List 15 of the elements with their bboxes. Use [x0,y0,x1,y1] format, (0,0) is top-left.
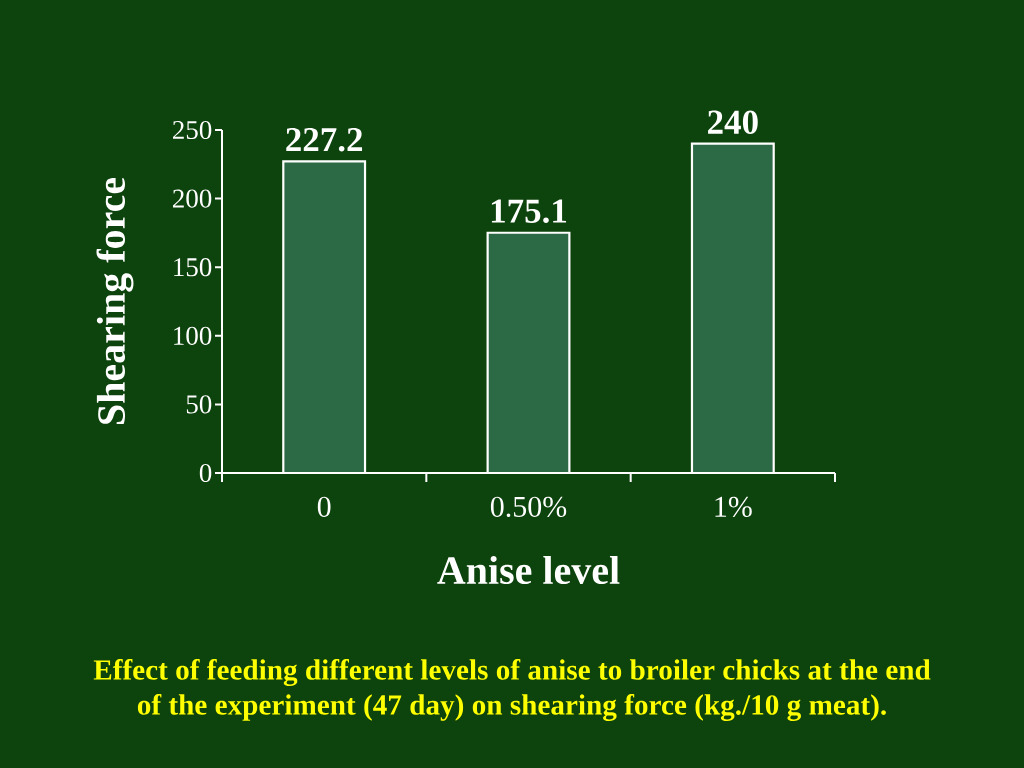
y-tick-label: 200 [172,189,212,208]
x-tick-label: 1% [715,496,752,518]
x-tick-label: 0.50% [490,496,567,518]
y-tick-label: 100 [174,326,212,345]
data-label: 227.2 [286,127,363,152]
y-tick-label: 50 [186,395,212,414]
y-tick-label: 0 [199,463,212,483]
x-tick-label: 0 [317,496,331,517]
data-label: 240 [708,110,758,135]
text: Effect of feeding different levels of anise to broiler chicks at the end of the experiment (47 day) on shearing force (kg./10 g meat). [93,658,931,721]
y-tick-label: 150 [174,258,212,277]
x-axis-title: Anise level [437,555,620,585]
y-tick-label: 250 [172,120,212,140]
y-axis-title: Shearing force [96,177,134,424]
data-label: 175.1 [491,199,567,224]
